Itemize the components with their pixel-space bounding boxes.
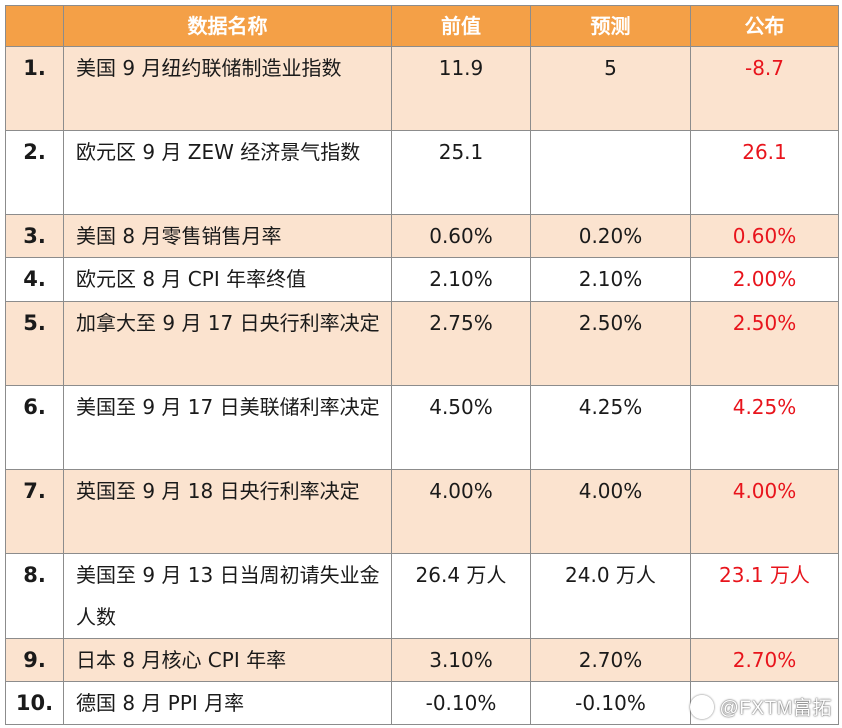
row-actual: 2.50%	[690, 301, 839, 386]
row-index: 7.	[5, 469, 64, 554]
row-previous: 2.10%	[391, 257, 531, 302]
row-previous: 2.75%	[391, 301, 531, 386]
row-index: 5.	[5, 301, 64, 386]
table-header-row: 数据名称 前值 预测 公布	[5, 5, 839, 47]
row-forecast: 5	[530, 46, 691, 131]
row-index: 9.	[5, 638, 64, 682]
row-previous: 26.4 万人	[391, 553, 531, 639]
row-name: 美国至 9 月 13 日当周初请失业金人数	[63, 553, 392, 639]
row-name: 美国 9 月纽约联储制造业指数	[63, 46, 392, 131]
row-forecast: 2.70%	[530, 638, 691, 682]
row-index: 3.	[5, 214, 64, 258]
row-index: 10.	[5, 681, 64, 725]
row-forecast: -0.10%	[530, 681, 691, 725]
row-name: 德国 8 月 PPI 月率	[63, 681, 392, 725]
row-name: 加拿大至 9 月 17 日央行利率决定	[63, 301, 392, 386]
economic-data-table: 数据名称 前值 预测 公布 1. 美国 9 月纽约联储制造业指数 11.9 5 …	[5, 5, 839, 725]
wechat-channel-icon	[689, 694, 714, 719]
row-previous: 25.1	[391, 130, 531, 215]
row-forecast: 0.20%	[530, 214, 691, 258]
table-row: 3. 美国 8 月零售销售月率 0.60% 0.20% 0.60%	[5, 214, 839, 258]
row-name: 美国至 9 月 17 日美联储利率决定	[63, 385, 392, 470]
row-actual: 23.1 万人	[690, 553, 839, 639]
row-forecast: 4.00%	[530, 469, 691, 554]
row-name: 欧元区 9 月 ZEW 经济景气指数	[63, 130, 392, 215]
row-forecast: 24.0 万人	[530, 553, 691, 639]
table-row: 1. 美国 9 月纽约联储制造业指数 11.9 5 -8.7	[5, 46, 839, 131]
row-index: 4.	[5, 257, 64, 302]
header-forecast: 预测	[530, 5, 691, 47]
table-row: 5. 加拿大至 9 月 17 日央行利率决定 2.75% 2.50% 2.50%	[5, 301, 839, 386]
table-row: 6. 美国至 9 月 17 日美联储利率决定 4.50% 4.25% 4.25%	[5, 385, 839, 470]
row-index: 1.	[5, 46, 64, 131]
row-forecast	[530, 130, 691, 215]
watermark: @FXTM富拓	[689, 693, 833, 720]
header-name: 数据名称	[63, 5, 392, 47]
row-previous: 0.60%	[391, 214, 531, 258]
row-forecast: 2.50%	[530, 301, 691, 386]
row-actual: -8.7	[690, 46, 839, 131]
row-name: 美国 8 月零售销售月率	[63, 214, 392, 258]
row-forecast: 4.25%	[530, 385, 691, 470]
table-row: 2. 欧元区 9 月 ZEW 经济景气指数 25.1 26.1	[5, 130, 839, 215]
watermark-text: @FXTM富拓	[719, 698, 832, 719]
row-actual: 4.00%	[690, 469, 839, 554]
table-row: 9. 日本 8 月核心 CPI 年率 3.10% 2.70% 2.70%	[5, 638, 839, 682]
row-index: 6.	[5, 385, 64, 470]
header-previous: 前值	[391, 5, 531, 47]
table-row: 8. 美国至 9 月 13 日当周初请失业金人数 26.4 万人 24.0 万人…	[5, 553, 839, 639]
row-name: 日本 8 月核心 CPI 年率	[63, 638, 392, 682]
row-previous: 4.50%	[391, 385, 531, 470]
header-index	[5, 5, 64, 47]
row-previous: 4.00%	[391, 469, 531, 554]
economic-data-table-container: 数据名称 前值 预测 公布 1. 美国 9 月纽约联储制造业指数 11.9 5 …	[5, 5, 839, 725]
row-actual: 0.60%	[690, 214, 839, 258]
row-name: 欧元区 8 月 CPI 年率终值	[63, 257, 392, 302]
row-previous: 11.9	[391, 46, 531, 131]
row-actual: 4.25%	[690, 385, 839, 470]
row-index: 8.	[5, 553, 64, 639]
table-row: 10. 德国 8 月 PPI 月率 -0.10% -0.10%	[5, 681, 839, 725]
table-row: 7. 英国至 9 月 18 日央行利率决定 4.00% 4.00% 4.00%	[5, 469, 839, 554]
row-actual: 2.70%	[690, 638, 839, 682]
row-previous: -0.10%	[391, 681, 531, 725]
table-row: 4. 欧元区 8 月 CPI 年率终值 2.10% 2.10% 2.00%	[5, 257, 839, 302]
header-actual: 公布	[690, 5, 839, 47]
row-index: 2.	[5, 130, 64, 215]
row-actual: 2.00%	[690, 257, 839, 302]
row-actual: 26.1	[690, 130, 839, 215]
row-forecast: 2.10%	[530, 257, 691, 302]
row-name: 英国至 9 月 18 日央行利率决定	[63, 469, 392, 554]
row-previous: 3.10%	[391, 638, 531, 682]
